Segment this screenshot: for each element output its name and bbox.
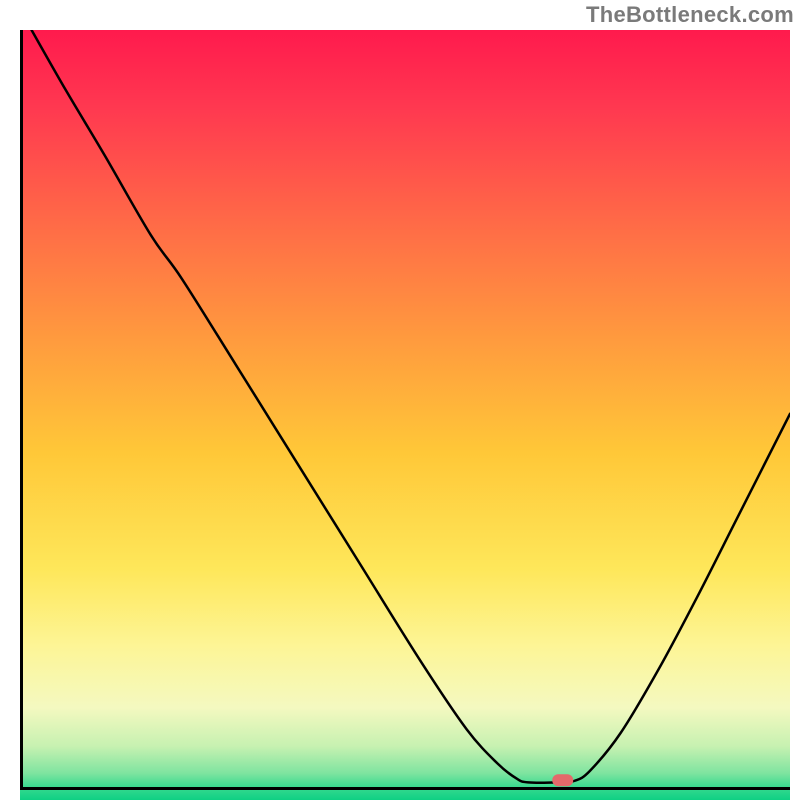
chart-frame: TheBottleneck.com — [0, 0, 800, 800]
optimal-point-marker — [552, 774, 574, 785]
plot-area — [20, 30, 790, 790]
curve-line — [20, 30, 790, 790]
watermark-text: TheBottleneck.com — [586, 2, 794, 28]
